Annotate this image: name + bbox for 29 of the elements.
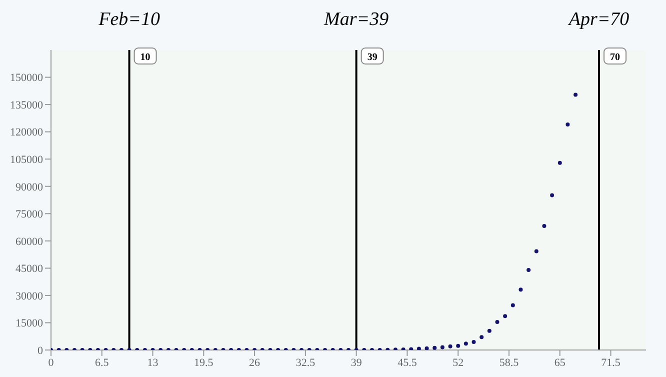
- y-tick-label: 75000: [16, 208, 44, 221]
- ref-line-label: 70: [610, 52, 620, 63]
- x-tick-label: 6.5: [95, 356, 110, 369]
- x-tick-label: 32.5: [296, 356, 316, 369]
- text: Apr=70: [566, 9, 630, 30]
- x-tick-label: 39: [350, 356, 362, 369]
- y-tick-label: 150000: [10, 72, 44, 84]
- y-tick-label: 60000: [16, 236, 44, 248]
- y-tick-label: 105000: [10, 154, 44, 166]
- x-tick-label: 52: [452, 356, 464, 369]
- x-tick-label: 58.5: [499, 356, 520, 369]
- x-tick-label: 45.5: [398, 356, 418, 369]
- x-tick-label: 26: [249, 356, 261, 369]
- y-tick-label: 30000: [16, 290, 44, 302]
- x-tick-label: 71.5: [601, 356, 621, 369]
- y-tick-label: 90000: [16, 181, 44, 194]
- y-tick-label: 135000: [10, 99, 44, 112]
- text: Mar=39: [323, 9, 390, 30]
- y-tick-label: 15000: [16, 318, 44, 330]
- y-tick-label: 0: [38, 344, 44, 357]
- x-tick-label: 13: [147, 356, 159, 369]
- ref-line-label: 39: [367, 52, 378, 63]
- x-tick-label: 0: [48, 356, 54, 369]
- y-tick-label: 120000: [10, 126, 44, 139]
- x-tick-label: 65: [554, 356, 566, 369]
- y-tick-label: 45000: [16, 263, 44, 276]
- ref-line-label: 10: [140, 52, 150, 63]
- text: Feb=10: [98, 9, 160, 30]
- x-tick-label: 19.5: [194, 356, 214, 369]
